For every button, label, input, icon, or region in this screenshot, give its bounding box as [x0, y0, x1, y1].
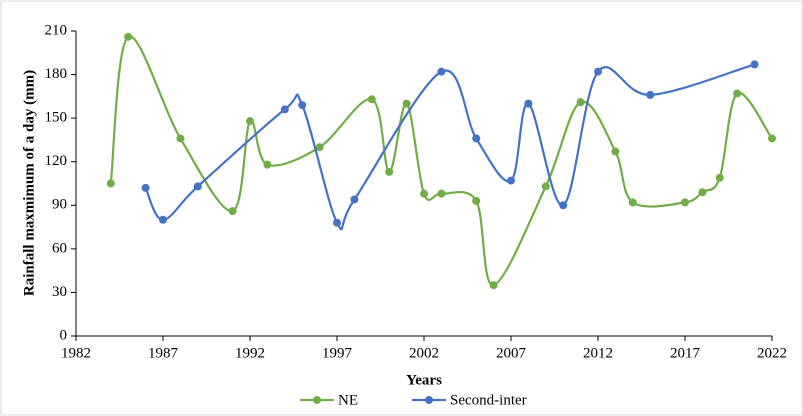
data-point [437, 67, 446, 76]
x-tick-label: 2017 [670, 345, 701, 361]
legend-marker [313, 396, 321, 404]
data-point [611, 147, 620, 156]
data-point [367, 95, 376, 104]
data-point [315, 143, 324, 152]
data-point [246, 117, 254, 126]
data-point [193, 182, 202, 191]
y-tick-label: 210 [45, 22, 68, 38]
data-point [228, 207, 237, 216]
data-point [559, 201, 568, 210]
data-point [646, 90, 655, 99]
data-point [507, 176, 515, 185]
data-point [576, 98, 585, 107]
data-point [159, 215, 167, 224]
data-point [420, 189, 428, 198]
data-point [350, 195, 359, 204]
x-tick-label: 2007 [496, 345, 527, 361]
data-point [524, 99, 533, 108]
y-tick-label: 120 [45, 153, 68, 169]
data-point [628, 198, 637, 207]
data-point [141, 183, 150, 192]
data-point [715, 173, 724, 182]
series-line [144, 63, 755, 231]
y-axis-title: Rainfall maxmimum of a day (mm) [21, 70, 37, 296]
x-tick-label: 2022 [757, 345, 787, 361]
data-point [298, 101, 307, 110]
legend-label: Second-inter [450, 392, 527, 408]
data-point [472, 196, 481, 205]
x-tick-label: 1997 [322, 345, 353, 361]
data-point [489, 281, 498, 290]
data-point [385, 167, 394, 176]
y-tick-label: 60 [52, 240, 67, 256]
data-point [263, 160, 272, 169]
x-tick-label: 2002 [409, 345, 439, 361]
data-point [280, 105, 289, 114]
x-tick-label: 1982 [61, 345, 91, 361]
legend-label: NE [338, 392, 358, 408]
y-tick-label: 180 [45, 66, 68, 82]
data-point [698, 188, 707, 197]
y-tick-label: 0 [60, 327, 68, 343]
data-point [750, 60, 759, 69]
y-tick-label: 150 [45, 110, 68, 126]
data-point [333, 218, 341, 227]
data-point [472, 134, 481, 143]
legend-marker [425, 396, 433, 404]
data-point [437, 189, 446, 198]
data-point [733, 89, 742, 98]
y-tick-label: 30 [52, 284, 67, 300]
data-point [124, 32, 133, 41]
data-point [176, 134, 185, 143]
data-point [106, 179, 115, 188]
x-tick-label: 1992 [235, 345, 265, 361]
x-tick-label: 1987 [148, 345, 179, 361]
y-tick-label: 90 [52, 197, 67, 213]
data-point [681, 198, 689, 207]
x-tick-label: 2012 [583, 345, 613, 361]
data-point [594, 67, 602, 76]
data-point [541, 182, 550, 191]
data-point [402, 99, 411, 108]
data-point [768, 134, 776, 143]
x-axis-title: Years [406, 372, 442, 388]
